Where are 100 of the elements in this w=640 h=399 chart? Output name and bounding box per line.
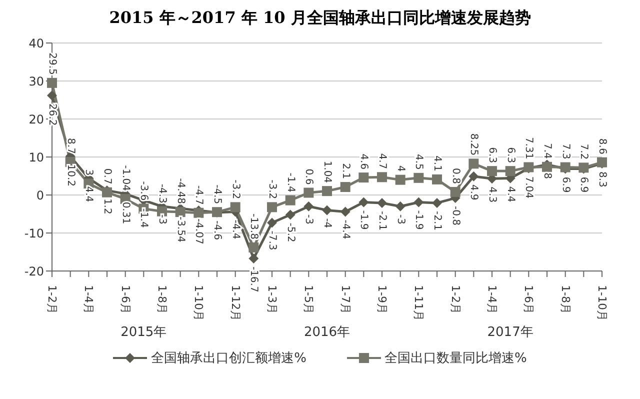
data-label: -4.4	[230, 220, 241, 240]
x-tick-label: 1-4月	[82, 285, 96, 314]
data-label: -4	[322, 218, 332, 228]
y-tick-label: 10	[28, 150, 44, 164]
data-label: -1.04	[120, 165, 131, 191]
data-label: -4.6	[212, 220, 222, 240]
point	[322, 205, 332, 216]
data-label: -1.4	[284, 172, 296, 192]
point	[432, 198, 442, 208]
data-label: -5.2	[284, 222, 296, 242]
data-label: 4.4	[504, 186, 516, 202]
data-label: 4.5	[413, 154, 424, 170]
point	[395, 201, 406, 212]
data-label: -1.4	[138, 208, 150, 228]
data-label: 6.9	[578, 176, 590, 193]
point	[175, 207, 186, 218]
data-label: -4.4	[340, 220, 351, 240]
y-tick-label: 20	[28, 112, 44, 126]
point	[285, 210, 296, 220]
point	[267, 218, 277, 228]
point	[340, 206, 350, 217]
x-tick-label: 1-3月	[266, 285, 278, 314]
y-tick-label: -10	[24, 226, 44, 240]
point	[47, 90, 57, 100]
data-label: 1.04	[322, 160, 332, 184]
x-tick-label: 1-11月	[412, 285, 426, 321]
data-label: 4.7	[376, 153, 388, 170]
data-label: 3	[83, 169, 94, 176]
x-tick-label: 1-9月	[376, 285, 388, 314]
x-tick-label: 1-12月	[228, 285, 242, 321]
x-tick-label: 1-2月	[46, 285, 58, 314]
x-tick-label: 1-5月	[302, 285, 316, 314]
x-tick-label: 1-8月	[558, 285, 572, 314]
point	[414, 197, 424, 208]
point	[358, 172, 369, 183]
data-label: 6.3	[504, 147, 516, 164]
data-label: 2.1	[340, 163, 351, 180]
data-label: -13.8	[248, 214, 260, 240]
text: 2015年	[120, 324, 168, 341]
data-label: 8.25	[468, 133, 480, 156]
data-label: 8.3	[596, 171, 608, 188]
data-label: -3.2	[230, 180, 241, 200]
data-label: 4.9	[468, 184, 480, 200]
data-label: 0.6	[303, 168, 314, 185]
x-tick-label: 1-2月	[448, 285, 462, 314]
y-tick-label: 0	[36, 188, 44, 202]
x-tick-label: 1-6月	[118, 285, 132, 314]
point	[358, 197, 369, 208]
x-tick-label: 1-6月	[522, 285, 536, 314]
data-label: -3.54	[174, 216, 186, 242]
data-label: -4.07	[193, 218, 204, 244]
text: 2017年	[486, 324, 534, 341]
data-label: 0.8	[450, 168, 461, 184]
point	[432, 174, 442, 184]
point	[395, 174, 406, 185]
point	[468, 171, 479, 182]
point	[414, 172, 424, 183]
point	[322, 186, 332, 196]
data-label: 7.31	[523, 136, 534, 160]
data-label: 8.7	[64, 138, 76, 154]
data-label: -0.8	[450, 206, 461, 226]
data-label: 4.3	[486, 186, 498, 203]
data-label: 26.2	[46, 103, 58, 126]
point	[468, 158, 479, 169]
data-label: -3.6	[138, 181, 150, 201]
y-tick-label: 40	[28, 36, 44, 50]
data-label: 7.04	[523, 176, 534, 199]
data-label: 10.2	[64, 164, 76, 187]
data-label: -3	[156, 214, 168, 224]
data-label: -4.3	[156, 184, 168, 204]
data-label: -4.5	[212, 184, 222, 204]
data-label: 1.2	[102, 198, 112, 214]
data-label: -16.7	[248, 266, 260, 292]
data-label: 4.6	[358, 154, 370, 170]
data-label: 7.3	[560, 143, 571, 160]
legend-label: 全国轴承出口创汇额增速%	[151, 350, 306, 367]
point	[304, 201, 314, 212]
point	[248, 253, 259, 264]
data-label: 0.7	[102, 168, 112, 184]
x-tick-label: 1-8月	[156, 285, 168, 314]
data-label: 7.2	[578, 144, 590, 160]
data-label: -3	[394, 214, 406, 224]
y-tick-label: 30	[28, 74, 44, 88]
text: 2016年	[302, 324, 352, 341]
point	[230, 202, 240, 212]
data-label: 0.31	[120, 202, 131, 224]
data-label: 8.6	[596, 138, 608, 154]
point	[194, 208, 204, 218]
y-tick-label: -20	[24, 264, 44, 278]
data-label: 8	[542, 172, 552, 179]
data-label: 4	[394, 165, 406, 172]
data-label: -2.1	[432, 210, 442, 230]
chart-title: 2015 年～2017 年 10 月全国轴承出口同比增速发展趋势	[108, 8, 532, 29]
x-tick-label: 1-7月	[338, 285, 352, 314]
point	[487, 166, 497, 176]
data-label: 6.3	[486, 147, 498, 164]
data-label: -2.1	[376, 210, 388, 230]
data-label: -3	[303, 214, 314, 224]
point	[304, 188, 314, 198]
data-label: 29.5	[46, 52, 58, 75]
